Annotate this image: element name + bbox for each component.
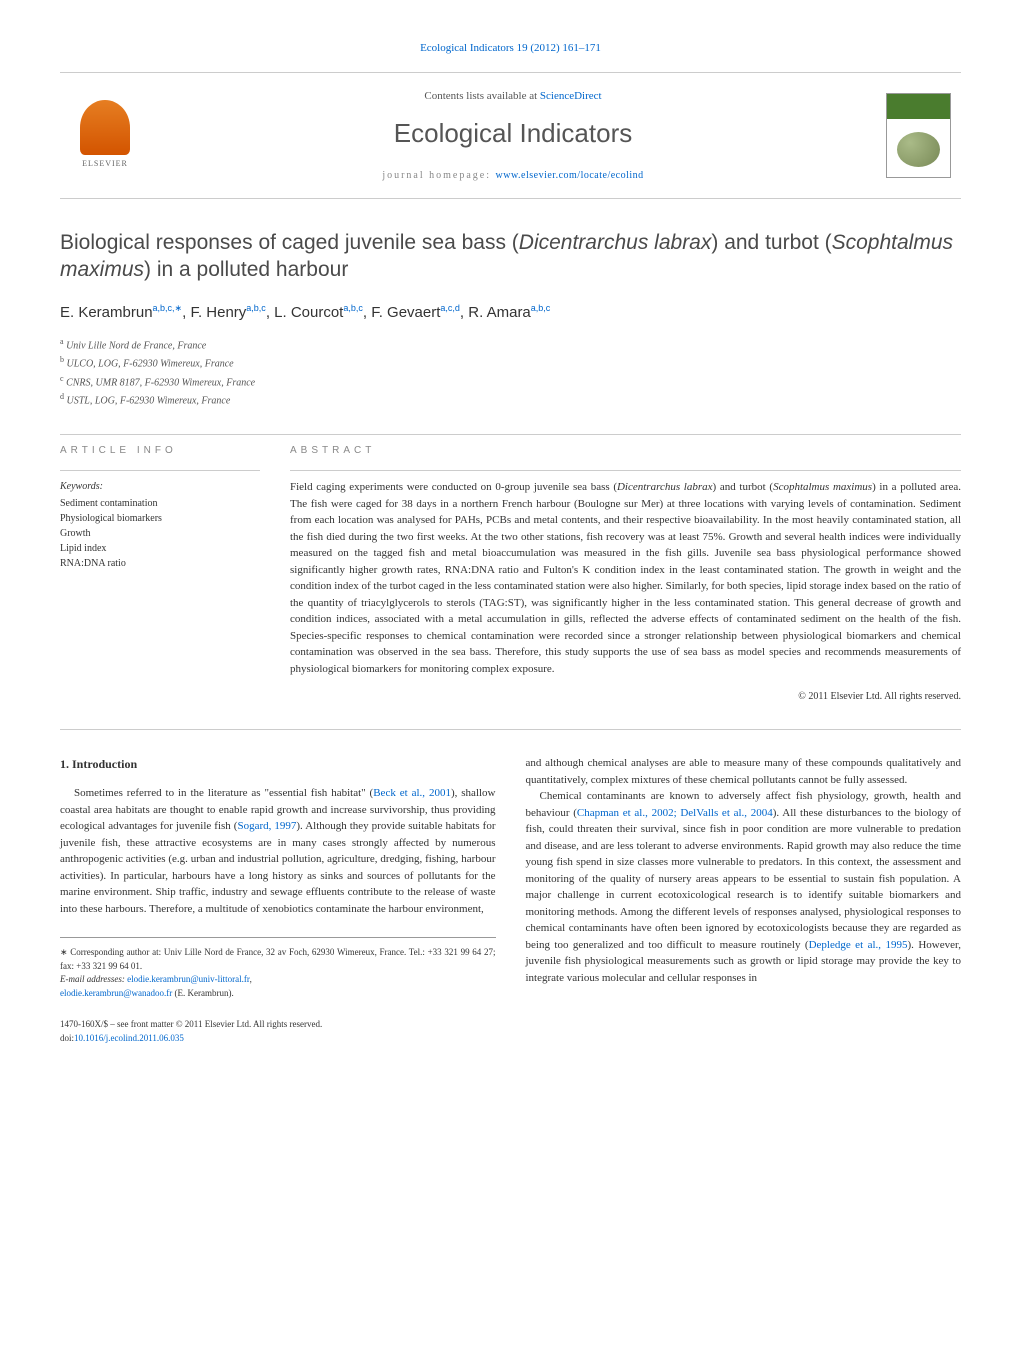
abstract-part1: Field caging experiments were conducted … — [290, 481, 617, 493]
elsevier-label: ELSEVIER — [82, 158, 128, 170]
sciencedirect-link[interactable]: ScienceDirect — [540, 90, 602, 102]
author3: , L. Courcot — [266, 304, 344, 321]
article-info-column: ARTICLE INFO Keywords: Sediment contamin… — [60, 443, 260, 704]
author4: , F. Gevaert — [363, 304, 441, 321]
journal-name: Ecological Indicators — [140, 114, 886, 153]
author1-aff: a,b,c,∗ — [153, 303, 183, 313]
contents-text: Contents lists available at — [424, 90, 539, 102]
email-link[interactable]: elodie.kerambrun@univ-littoral.fr — [127, 974, 249, 984]
divider — [60, 729, 961, 730]
copyright-line: © 2011 Elsevier Ltd. All rights reserved… — [290, 689, 961, 704]
email-link[interactable]: elodie.kerambrun@wanadoo.fr — [60, 988, 172, 998]
citation-link[interactable]: Beck et al., 2001 — [373, 787, 451, 799]
left-column: 1. Introduction Sometimes referred to in… — [60, 755, 496, 1000]
title-part2: ) and turbot ( — [711, 231, 831, 254]
email-suffix: (E. Kerambrun). — [172, 988, 233, 998]
body-columns: 1. Introduction Sometimes referred to in… — [60, 755, 961, 1000]
author2: , F. Henry — [182, 304, 246, 321]
doi-line: doi:10.1016/j.ecolind.2011.06.035 — [60, 1032, 961, 1046]
journal-reference: Ecological Indicators 19 (2012) 161–171 — [60, 40, 961, 57]
keyword: Lipid index — [60, 541, 260, 556]
abstract-part2: ) and turbot ( — [713, 481, 774, 493]
abstract-species2: Scophtalmus maximus — [773, 481, 872, 493]
abstract-column: ABSTRACT Field caging experiments were c… — [290, 443, 961, 704]
divider — [290, 470, 961, 471]
abstract-text: Field caging experiments were conducted … — [290, 479, 961, 677]
bottom-matter: 1470-160X/$ – see front matter © 2011 El… — [60, 1018, 961, 1045]
citation-link[interactable]: Chapman et al., 2002; DelValls et al., 2… — [577, 807, 773, 819]
citation-link[interactable]: Sogard, 1997 — [237, 820, 296, 832]
elsevier-tree-icon — [80, 100, 130, 155]
author1: E. Kerambrun — [60, 304, 153, 321]
abstract-body: ) in a polluted area. The fish were cage… — [290, 481, 961, 675]
journal-header: ELSEVIER Contents lists available at Sci… — [60, 72, 961, 200]
article-info-heading: ARTICLE INFO — [60, 443, 260, 458]
intro-heading: 1. Introduction — [60, 755, 496, 773]
text: ). Although they provide suitable habita… — [60, 820, 496, 915]
divider — [60, 434, 961, 435]
right-para1: and although chemical analyses are able … — [526, 755, 962, 788]
author2-aff: a,b,c — [246, 303, 266, 313]
affiliation-d: d USTL, LOG, F-62930 Wimereux, France — [60, 391, 961, 409]
intro-para1: Sometimes referred to in the literature … — [60, 785, 496, 917]
elsevier-logo: ELSEVIER — [70, 95, 140, 175]
title-part3: ) in a polluted harbour — [144, 258, 348, 281]
email-line: E-mail addresses: elodie.kerambrun@univ-… — [60, 973, 496, 1000]
email-label: E-mail addresses: — [60, 974, 127, 984]
keyword: Sediment contamination — [60, 496, 260, 511]
homepage-line: journal homepage: www.elsevier.com/locat… — [140, 168, 886, 183]
author3-aff: a,b,c — [343, 303, 363, 313]
doi-link[interactable]: 10.1016/j.ecolind.2011.06.035 — [74, 1033, 184, 1043]
author5-aff: a,b,c — [531, 303, 551, 313]
text: ). All these disturbances to the biology… — [526, 807, 962, 951]
front-matter-line: 1470-160X/$ – see front matter © 2011 El… — [60, 1018, 961, 1032]
header-center: Contents lists available at ScienceDirec… — [140, 88, 886, 184]
author4-aff: a,c,d — [440, 303, 460, 313]
right-column: and although chemical analyses are able … — [526, 755, 962, 1000]
abstract-heading: ABSTRACT — [290, 443, 961, 458]
info-abstract-row: ARTICLE INFO Keywords: Sediment contamin… — [60, 443, 961, 704]
journal-cover-thumbnail — [886, 93, 951, 178]
citation-link[interactable]: Depledge et al., 1995 — [809, 939, 908, 951]
authors-line: E. Kerambruna,b,c,∗, F. Henrya,b,c, L. C… — [60, 302, 961, 325]
footnotes: ∗ Corresponding author at: Univ Lille No… — [60, 937, 496, 1000]
keywords-label: Keywords: — [60, 479, 260, 494]
title-part1: Biological responses of caged juvenile s… — [60, 231, 519, 254]
article-title: Biological responses of caged juvenile s… — [60, 229, 961, 284]
keyword: RNA:DNA ratio — [60, 556, 260, 571]
abstract-species1: Dicentrarchus labrax — [617, 481, 713, 493]
homepage-link[interactable]: www.elsevier.com/locate/ecolind — [496, 170, 644, 181]
corresponding-author-note: ∗ Corresponding author at: Univ Lille No… — [60, 946, 496, 973]
keywords-list: Sediment contamination Physiological bio… — [60, 496, 260, 571]
contents-available-line: Contents lists available at ScienceDirec… — [140, 88, 886, 105]
affiliation-c: c CNRS, UMR 8187, F-62930 Wimereux, Fran… — [60, 373, 961, 391]
divider — [60, 470, 260, 471]
affiliations: a Univ Lille Nord de France, France b UL… — [60, 336, 961, 409]
title-species1: Dicentrarchus labrax — [519, 231, 712, 254]
email-sep: , — [250, 974, 252, 984]
right-para2: Chemical contaminants are known to adver… — [526, 788, 962, 986]
text: Sometimes referred to in the literature … — [74, 787, 373, 799]
keyword: Growth — [60, 526, 260, 541]
author5: , R. Amara — [460, 304, 531, 321]
doi-label: doi: — [60, 1033, 74, 1043]
homepage-label: journal homepage: — [382, 170, 495, 181]
keyword: Physiological biomarkers — [60, 511, 260, 526]
affiliation-b: b ULCO, LOG, F-62930 Wimereux, France — [60, 354, 961, 372]
affiliation-a: a Univ Lille Nord de France, France — [60, 336, 961, 354]
